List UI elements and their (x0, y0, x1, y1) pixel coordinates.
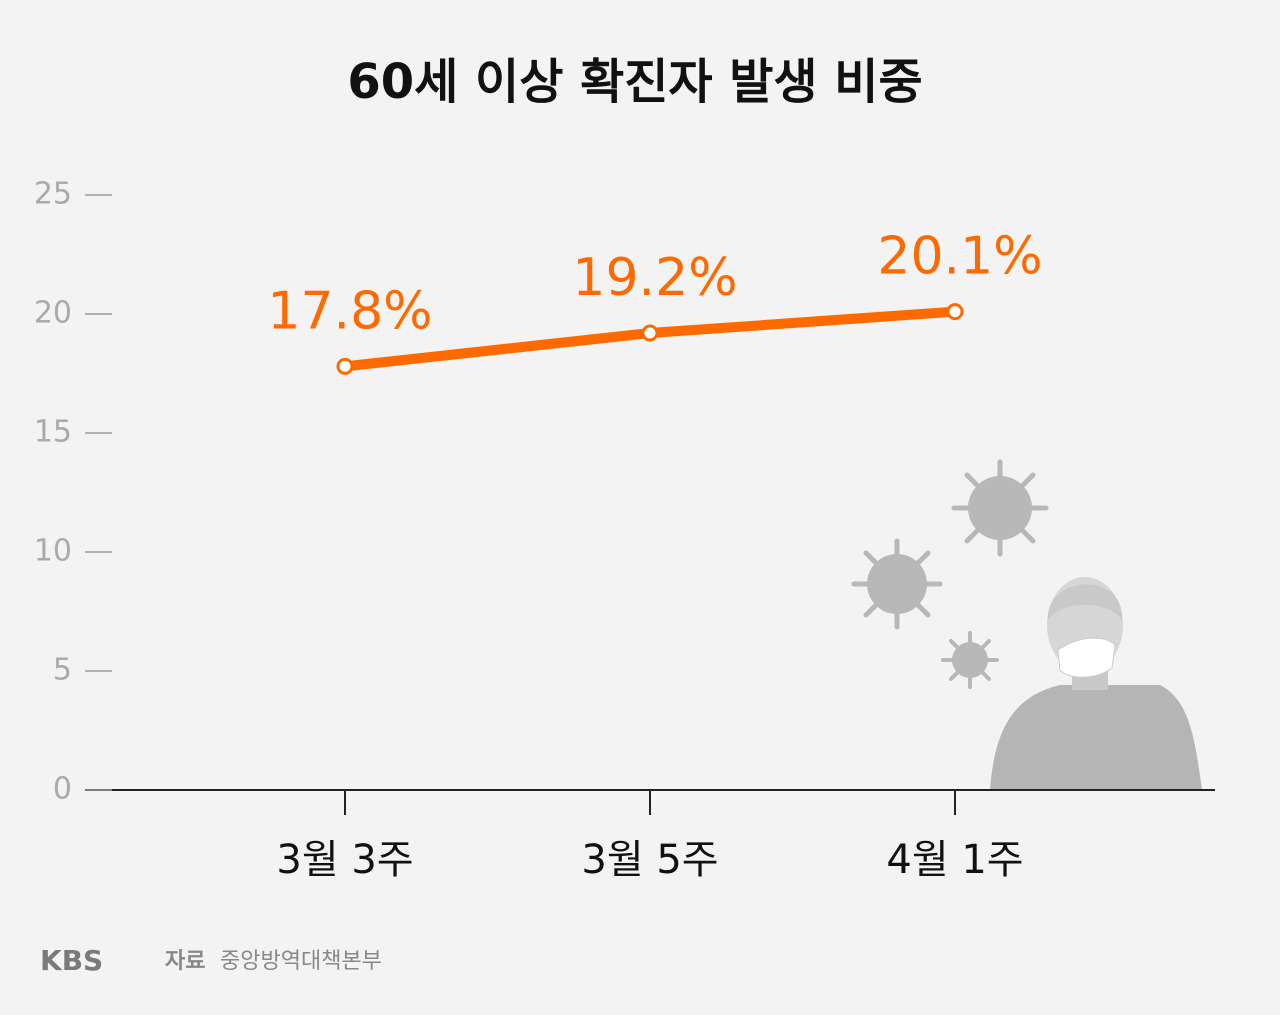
point (336, 357, 354, 375)
y-tick-label: 10 (34, 534, 72, 569)
virus (951, 459, 1049, 557)
person-body (990, 685, 1202, 790)
y-tick-label: 20 (34, 296, 72, 331)
source-text: 중앙방역대책본부 (220, 949, 382, 974)
mask (1057, 637, 1116, 678)
x-tick-label: 3월 5주 (581, 837, 718, 883)
person-hair (1047, 584, 1123, 620)
point (641, 324, 659, 342)
virus (851, 538, 943, 630)
point (946, 303, 964, 321)
y-tick-label: 5 (53, 653, 72, 688)
y-tick-label: 25 (34, 177, 72, 212)
data-label: 20.1% (877, 227, 1042, 287)
illustration (851, 459, 1202, 790)
x-tick-label: 4월 1주 (886, 837, 1023, 883)
data-label: 19.2% (572, 248, 737, 308)
source-label: 자료 (165, 949, 205, 974)
y-tick-label: 0 (53, 772, 72, 807)
virus (941, 631, 999, 689)
chart-title: 60세 이상 확진자 발생 비중 (347, 54, 922, 110)
data-label: 17.8% (267, 281, 432, 341)
x-tick-label: 3월 3주 (276, 837, 413, 883)
source-logo: KBS (40, 944, 103, 977)
y-tick-label: 15 (34, 415, 72, 450)
